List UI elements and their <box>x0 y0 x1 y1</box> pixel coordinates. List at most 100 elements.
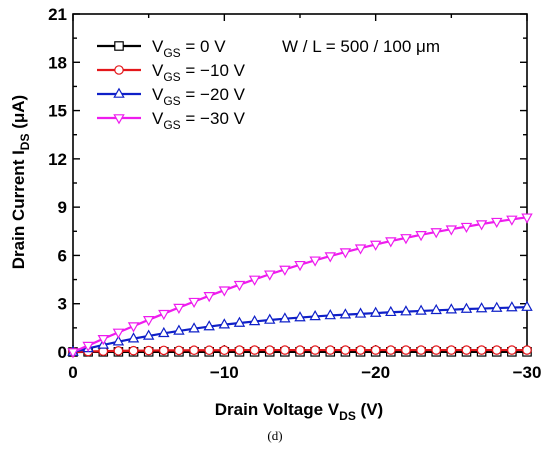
data-point <box>339 248 352 259</box>
data-point <box>475 302 488 313</box>
data-point <box>295 345 305 355</box>
data-point <box>400 305 412 316</box>
data-point <box>112 335 125 346</box>
data-point <box>204 345 214 356</box>
data-point <box>400 234 412 245</box>
data-point <box>279 265 291 276</box>
legend-label: VGS = −20 V <box>152 85 246 108</box>
series-2 <box>67 300 533 356</box>
data-point <box>385 345 396 355</box>
data-point <box>506 301 518 312</box>
data-point <box>159 345 169 356</box>
data-point <box>173 324 185 335</box>
data-point <box>203 292 215 303</box>
data-point <box>142 316 155 327</box>
data-point <box>324 252 336 263</box>
x-axis-title: Drain Voltage VDS (V) <box>215 400 383 423</box>
series-1 <box>68 345 532 357</box>
data-point <box>127 322 140 333</box>
tick-labels: 0 −10 −20 −30 0 3 6 9 12 15 18 21 <box>48 5 541 382</box>
data-point <box>309 310 321 321</box>
y-tick-label: 9 <box>58 198 67 217</box>
data-point <box>415 231 427 242</box>
data-point <box>113 346 124 356</box>
x-axis-title-unit: (V) <box>356 400 383 419</box>
y-tick-label: 3 <box>58 295 67 314</box>
data-point <box>203 320 215 331</box>
plot-frame <box>72 13 528 353</box>
data-point <box>280 345 290 355</box>
data-point <box>340 345 351 355</box>
legend-entry-1: VGS = −10 V <box>97 61 246 84</box>
data-point <box>445 303 458 314</box>
y-tick-label: 12 <box>48 150 67 169</box>
data-point <box>264 270 276 281</box>
data-point <box>234 345 245 355</box>
data-point <box>355 345 366 355</box>
data-point <box>294 260 306 272</box>
data-point <box>158 309 170 321</box>
y-tick-label: 21 <box>48 5 67 24</box>
x-tick-label: 0 <box>68 363 77 382</box>
data-point <box>249 345 260 355</box>
legend-label: VGS = −30 V <box>152 109 246 132</box>
data-point <box>112 328 125 339</box>
series-3 <box>67 213 533 359</box>
y-axis-title-sub: DS <box>18 134 32 151</box>
data-point <box>430 303 442 315</box>
data-point <box>521 300 533 311</box>
data-point <box>97 335 109 346</box>
data-point <box>233 316 246 327</box>
data-point <box>430 228 442 239</box>
plot-area-border <box>72 13 528 353</box>
y-axis-title-unit: (μA) <box>9 95 28 134</box>
data-point <box>189 345 199 356</box>
legend-entry-2: VGS = −20 V <box>97 85 246 108</box>
data-point <box>174 345 184 356</box>
data-point <box>385 305 397 317</box>
data-point <box>188 297 200 309</box>
data-point <box>370 345 381 355</box>
data-point <box>219 345 230 356</box>
data-point <box>218 286 231 297</box>
data-point <box>415 304 427 315</box>
y-tick-label: 18 <box>48 53 67 72</box>
data-point <box>461 345 472 355</box>
data-point <box>460 222 473 234</box>
data-point <box>264 313 276 324</box>
width-length-annotation: W / L = 500 / 100 μm <box>282 37 440 56</box>
data-point <box>446 345 457 355</box>
data-point <box>354 244 367 255</box>
x-tick-label: −20 <box>361 363 390 382</box>
y-tick-label: 6 <box>58 246 67 265</box>
data-point <box>248 314 261 326</box>
data-point <box>522 345 532 355</box>
axis-ticks <box>72 13 528 353</box>
data-point <box>248 275 261 286</box>
data-point <box>158 326 170 338</box>
legend-marker <box>114 65 124 75</box>
data-point <box>507 345 517 355</box>
legend-entry-0: VGS = 0 V <box>97 37 226 60</box>
data-point <box>142 329 155 340</box>
data-point <box>173 303 185 315</box>
data-point <box>127 332 140 343</box>
data-point <box>385 237 397 248</box>
data-point <box>309 256 321 267</box>
data-point <box>431 345 441 355</box>
x-axis-title-sub: DS <box>339 409 356 423</box>
series-layer <box>67 213 533 359</box>
data-point <box>233 280 246 292</box>
data-point <box>460 302 473 313</box>
data-point <box>476 345 487 355</box>
y-axis-title-main: Drain Current I <box>9 150 28 269</box>
data-point <box>324 309 336 320</box>
data-point <box>506 215 518 226</box>
figure-caption: (d) <box>267 428 283 443</box>
legend-marker <box>114 41 124 51</box>
data-point <box>325 345 336 355</box>
data-point <box>491 345 502 355</box>
data-point <box>445 225 458 236</box>
